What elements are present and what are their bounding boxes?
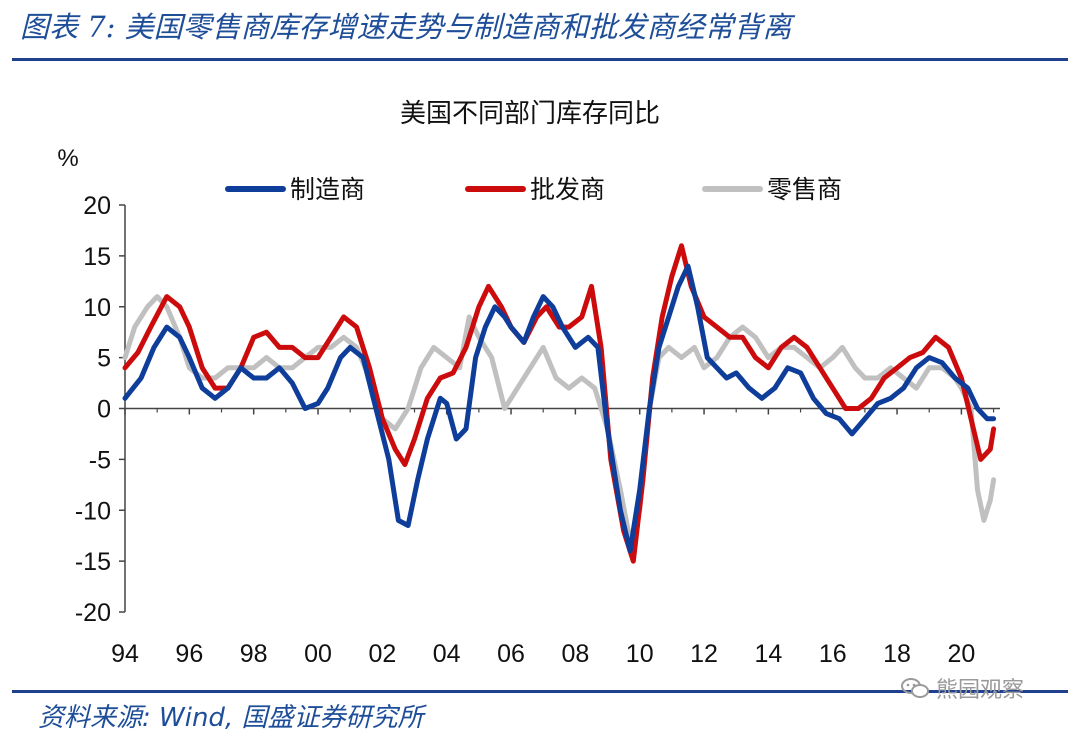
y-tick-label: 20 bbox=[83, 192, 111, 220]
y-tick-label: -20 bbox=[75, 599, 111, 627]
x-tick-label: 12 bbox=[690, 640, 718, 668]
x-tick-label: 14 bbox=[754, 640, 782, 668]
header-rule bbox=[12, 58, 1068, 61]
line-chart: 美国不同部门库存同比 % 制造商 批发商 零售商 20 15 10 5 0 -5 -10 -15 -… bbox=[57, 99, 1000, 668]
x-tick-label: 06 bbox=[497, 640, 525, 668]
y-axis-unit: % bbox=[57, 145, 78, 172]
y-tick-label: -15 bbox=[75, 548, 111, 576]
watermark-text: 熊园观察 bbox=[936, 678, 1025, 703]
x-tick-label: 98 bbox=[240, 640, 268, 668]
y-tick-label: -5 bbox=[89, 446, 111, 474]
x-tick-label: 08 bbox=[561, 640, 589, 668]
y-tick-label: 10 bbox=[83, 294, 111, 322]
figure-title: 图表 7: 美国零售商库存增速走势与制造商和批发商经常背离 bbox=[20, 10, 792, 44]
source-note: 资料来源: Wind, 国盛证券研究所 bbox=[38, 703, 424, 733]
series-line-2 bbox=[122, 243, 997, 564]
x-tick-label: 02 bbox=[368, 640, 396, 668]
legend-label: 零售商 bbox=[767, 175, 842, 204]
x-tick-label: 04 bbox=[433, 640, 461, 668]
series-layer bbox=[122, 243, 997, 564]
x-tick-label: 16 bbox=[819, 640, 847, 668]
y-tick-label: 0 bbox=[97, 396, 111, 424]
wechat-icon bbox=[901, 678, 929, 698]
y-tick-label: 5 bbox=[97, 345, 111, 373]
x-tick-label: 00 bbox=[304, 640, 332, 668]
y-tick-label: 15 bbox=[83, 243, 111, 271]
legend-label: 批发商 bbox=[530, 175, 605, 204]
series-line-1 bbox=[122, 263, 997, 554]
chart-title: 美国不同部门库存同比 bbox=[400, 99, 660, 129]
legend: 制造商 批发商 零售商 bbox=[225, 175, 842, 204]
x-tick-label: 18 bbox=[883, 640, 911, 668]
x-tick-label: 94 bbox=[111, 640, 139, 668]
x-tick-label: 10 bbox=[626, 640, 654, 668]
watermark: 熊园观察 bbox=[900, 672, 1024, 704]
x-tick-label: 96 bbox=[175, 640, 203, 668]
footer-rule bbox=[12, 690, 1068, 693]
legend-label: 制造商 bbox=[290, 175, 365, 204]
y-tick-label: -10 bbox=[75, 497, 111, 525]
series-line-3 bbox=[122, 294, 997, 544]
x-tick-label: 20 bbox=[947, 640, 975, 668]
